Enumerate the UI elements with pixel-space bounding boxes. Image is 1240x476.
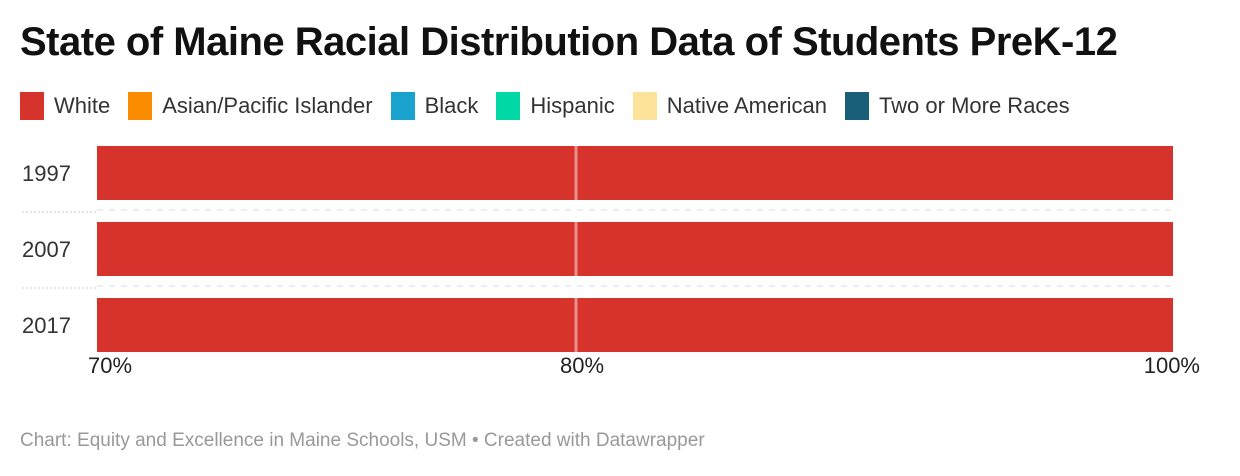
legend-item: Hispanic [496, 92, 615, 120]
legend-swatch [20, 92, 44, 120]
legend-label: Black [424, 93, 479, 118]
legend-label: Native American [666, 93, 827, 118]
chart-title: State of Maine Racial Distribution Data … [20, 20, 1118, 64]
legend-item: Native American [632, 92, 827, 120]
legend-item: White [20, 92, 110, 120]
row-label: 1997 [22, 161, 71, 186]
chart-footer: Chart: Equity and Excellence in Maine Sc… [20, 430, 705, 451]
legend-swatch [632, 92, 657, 120]
legend-item: Black [390, 92, 479, 120]
legend-label: White [54, 93, 111, 118]
x-tick-label: 80% [560, 353, 604, 378]
bar-segment-white [97, 146, 1173, 200]
legend-item: Asian/Pacific Islander [128, 92, 373, 120]
legend-swatch [390, 92, 415, 120]
x-tick-label: 70% [88, 353, 132, 378]
x-tick-label: 100% [1144, 353, 1200, 378]
legend-swatch [844, 92, 869, 120]
legend-swatch [128, 92, 153, 120]
legend-swatch [496, 92, 521, 120]
row-label: 2017 [22, 313, 71, 338]
bar-segment-white [97, 298, 1173, 352]
legend-label: Two or More Races [878, 93, 1070, 118]
bar-segment-white [97, 222, 1173, 276]
legend-label: Hispanic [530, 93, 615, 118]
legend: White Asian/Pacific Islander Black Hispanic… [20, 92, 1088, 120]
legend-item: Two or More Races [844, 92, 1070, 120]
legend-label: Asian/Pacific Islander [162, 93, 373, 118]
row-label: 2007 [22, 237, 71, 262]
